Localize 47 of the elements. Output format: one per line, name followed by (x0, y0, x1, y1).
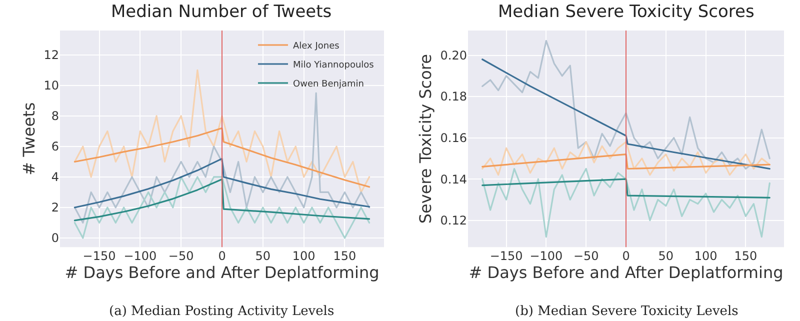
line-series (74, 69, 370, 194)
x-tick-label: −150 (82, 249, 116, 264)
legend-label: Alex Jones (293, 42, 340, 52)
line-series (482, 178, 770, 198)
x-tick-label: −100 (124, 249, 157, 264)
legend-label: Owen Benjamin (293, 80, 364, 90)
x-tick-label: 150 (734, 249, 758, 264)
y-axis-title: # Tweets (20, 102, 39, 176)
y-tick-label: 0.14 (440, 172, 467, 186)
y-tick-label: 4 (51, 170, 59, 184)
y-tick-label: 6 (51, 140, 59, 154)
x-tick-label: −100 (530, 249, 563, 264)
x-tick-label: −150 (490, 249, 523, 264)
y-tick-label: 0.20 (440, 48, 467, 62)
y-tick-label: 2 (51, 200, 59, 215)
y-tick-label: 0 (51, 231, 59, 246)
line-series (74, 92, 370, 224)
x-tick-label: 50 (658, 249, 674, 264)
chart-title: Median Severe Toxicity Scores (498, 2, 754, 22)
x-tick-label: 100 (292, 249, 316, 264)
line-series (74, 176, 370, 239)
x-tick-label: 0 (218, 249, 226, 264)
x-tick-label: 150 (333, 249, 356, 264)
x-axis-title: # Days Before and After Deplatforming (468, 263, 784, 282)
x-tick-label: 0 (622, 249, 630, 264)
text: (a) Median Posting Activity Levels (109, 304, 334, 319)
x-axis-title: # Days Before and After Deplatforming (64, 263, 380, 282)
x-tick-label: 50 (255, 249, 271, 264)
y-tick-label: 0.16 (440, 131, 467, 146)
y-tick-label: 0.18 (440, 90, 467, 104)
y-tick-label: 0.12 (440, 214, 467, 228)
x-tick-label: 100 (694, 249, 718, 264)
text: (b) Median Severe Toxicity Levels (515, 304, 738, 319)
line-series (74, 158, 370, 208)
line-series (74, 178, 370, 222)
line-series (482, 154, 770, 170)
y-tick-label: 8 (51, 109, 59, 124)
y-tick-label: 12 (44, 48, 59, 62)
line-series (74, 127, 370, 188)
x-tick-label: −50 (573, 249, 599, 264)
x-tick-label: −50 (168, 249, 194, 264)
y-axis-title: Severe Toxicity Score (416, 54, 436, 224)
legend-label: Milo Yiannopoulos (293, 60, 374, 71)
chart-title: Median Number of Tweets (111, 2, 332, 22)
y-tick-label: 10 (44, 78, 59, 93)
line-series (482, 168, 770, 238)
line-series (482, 141, 770, 176)
